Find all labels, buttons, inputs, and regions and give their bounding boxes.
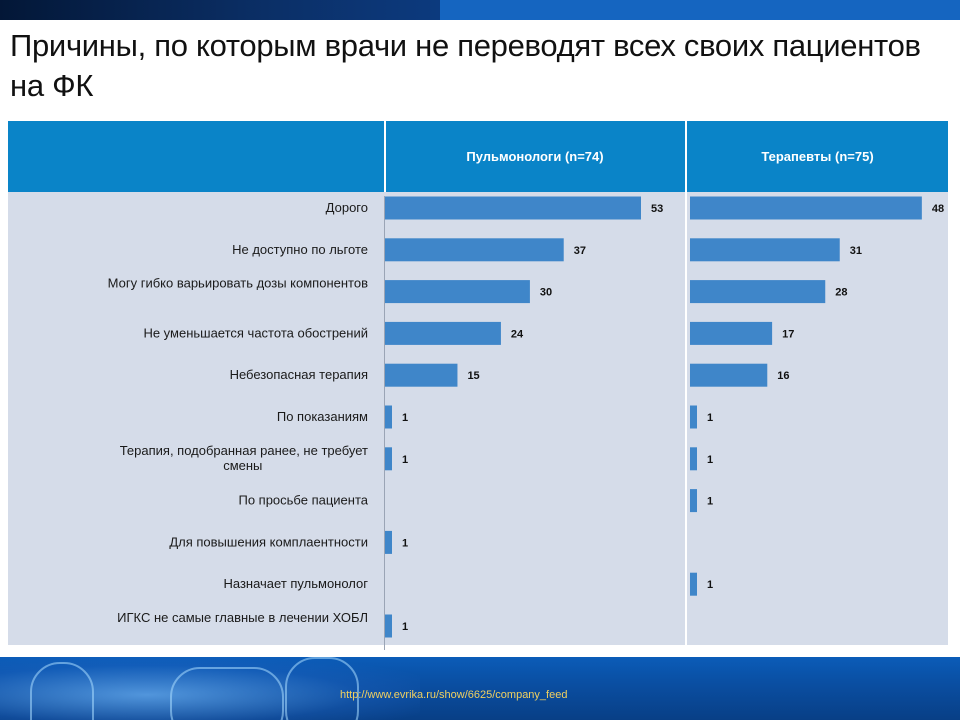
bar (690, 447, 697, 471)
bar (690, 572, 697, 596)
category-label: Терапия, подобранная ранее, не требует см… (120, 443, 368, 473)
bar (385, 363, 458, 387)
data-label: 1 (707, 454, 713, 466)
bar (690, 321, 773, 345)
slide-title: Причины, по которым врачи не переводят в… (10, 28, 921, 103)
data-label: 1 (707, 412, 713, 424)
top-banner (0, 0, 960, 20)
bar (385, 238, 564, 262)
category-label: По просьбе пациента (238, 493, 368, 508)
data-label: 48 (932, 203, 944, 215)
category-label: Не уменьшается частота обострений (143, 325, 368, 340)
data-label: 31 (850, 245, 862, 257)
anatomy-shape (30, 662, 94, 720)
data-label: 30 (540, 287, 552, 299)
bar (690, 489, 697, 513)
top-banner-dark (0, 0, 440, 20)
header-divider-1 (384, 121, 386, 192)
series-header-therapists: Терапевты (n=75) (761, 149, 874, 164)
bar (385, 196, 641, 220)
category-label: Небезопасная терапия (230, 367, 368, 382)
series-header-pulmonologists: Пульмонологи (n=74) (466, 149, 604, 164)
data-label: 1 (707, 579, 713, 591)
bar (385, 447, 392, 471)
source-url[interactable]: http://www.evrika.ru/show/6625/company_f… (340, 689, 568, 701)
bar (385, 405, 392, 429)
category-label: Могу гибко варьировать дозы компонентов (108, 276, 368, 291)
anatomy-shape (285, 657, 359, 720)
category-label: Для повышения комплаентности (169, 534, 368, 549)
category-label: По показаниям (277, 409, 368, 424)
bar (385, 321, 501, 345)
top-banner-blue (440, 0, 960, 20)
bar (690, 280, 826, 304)
bar (385, 530, 392, 554)
category-label: Дорого (326, 200, 368, 215)
data-label: 1 (402, 454, 408, 466)
data-label: 15 (467, 370, 479, 382)
category-label: Не доступно по льготе (232, 242, 368, 257)
data-label: 16 (777, 370, 789, 382)
data-label: 17 (782, 328, 794, 340)
data-label: 1 (402, 621, 408, 633)
data-label: 28 (835, 287, 847, 299)
bar (690, 363, 768, 387)
data-label: 1 (707, 496, 713, 508)
bar (385, 614, 392, 638)
category-label: Назначает пульмонолог (223, 576, 368, 591)
data-label: 1 (402, 412, 408, 424)
data-label: 1 (402, 537, 408, 549)
footer-banner (0, 657, 960, 720)
bar (690, 238, 840, 262)
bar (690, 405, 697, 429)
bar (690, 196, 922, 220)
anatomy-shape (170, 667, 284, 720)
header-divider-2 (685, 121, 687, 645)
data-label: 24 (511, 328, 524, 340)
category-label: ИГКС не самые главные в лечении ХОБЛ (117, 610, 368, 625)
chart-header-row (8, 121, 948, 192)
bar (385, 280, 530, 304)
data-label: 53 (651, 203, 663, 215)
data-label: 37 (574, 245, 586, 257)
